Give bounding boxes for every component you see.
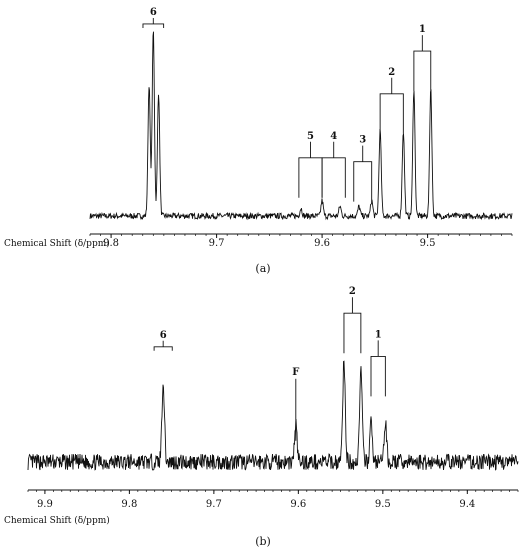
peak-group-bracket bbox=[413, 35, 432, 92]
x-ticks-b: 9.9 9.8 9.7 9.6 9.5 9.4 bbox=[27, 490, 519, 510]
panel-b: 9.9 9.8 9.7 9.6 9.5 9.4 6 F 2 1 Chemical Shift (… bbox=[4, 286, 519, 548]
x-tick-label: 9.7 bbox=[209, 238, 225, 249]
peak-group-bracket bbox=[321, 141, 346, 198]
spectrum-trace-b bbox=[27, 360, 519, 471]
x-tick-label: 9.8 bbox=[103, 238, 119, 249]
x-tick-label: 9.5 bbox=[375, 499, 391, 510]
x-tick-label: 9.4 bbox=[459, 499, 475, 510]
peak-group-bracket bbox=[379, 77, 404, 134]
x-ticks-a: 9.8 9.7 9.6 9.5 bbox=[89, 234, 513, 249]
peak-group-bracket bbox=[353, 145, 373, 202]
peak-group-label: 1 bbox=[419, 24, 426, 35]
peak-group-label: 3 bbox=[359, 135, 366, 146]
x-tick-label: 9.6 bbox=[290, 499, 306, 510]
x-tick-label: 9.5 bbox=[420, 238, 436, 249]
peak-group-label: 2 bbox=[388, 67, 395, 78]
x-tick-label: 9.9 bbox=[37, 499, 53, 510]
panel-a: 9.8 9.7 9.6 9.5 6 5 4 3 2 1 Chemical Shift (δ/pp… bbox=[4, 7, 513, 275]
x-tick-label: 9.7 bbox=[206, 499, 222, 510]
x-axis-label-a: Chemical Shift (δ/ppm) bbox=[4, 238, 110, 249]
spectrum-trace-a bbox=[89, 31, 513, 221]
peak-group-bracket bbox=[298, 141, 323, 198]
peak-group-bracket bbox=[153, 340, 173, 351]
peak-group-label: 2 bbox=[349, 286, 356, 297]
panel-label-b: (b) bbox=[255, 535, 271, 548]
peak-annotations-b: 6 F 2 1 bbox=[153, 286, 386, 441]
peak-group-label: 6 bbox=[160, 330, 167, 341]
peak-group-label: 5 bbox=[307, 131, 314, 142]
peak-annotations-a: 6 5 4 3 2 1 bbox=[142, 7, 432, 202]
peak-group-label: 6 bbox=[150, 7, 157, 18]
peak-group-bracket bbox=[343, 297, 362, 354]
peak-group-label: 1 bbox=[375, 329, 382, 340]
peak-group-label: F bbox=[292, 367, 299, 378]
x-tick-label: 9.6 bbox=[314, 238, 330, 249]
peak-group-bracket bbox=[142, 17, 165, 28]
peak-group-bracket bbox=[370, 340, 386, 397]
peak-group-label: 4 bbox=[330, 131, 337, 142]
panel-label-a: (a) bbox=[255, 262, 270, 275]
x-axis-label-b: Chemical Shift (δ/ppm) bbox=[4, 515, 110, 526]
x-tick-label: 9.8 bbox=[121, 499, 137, 510]
